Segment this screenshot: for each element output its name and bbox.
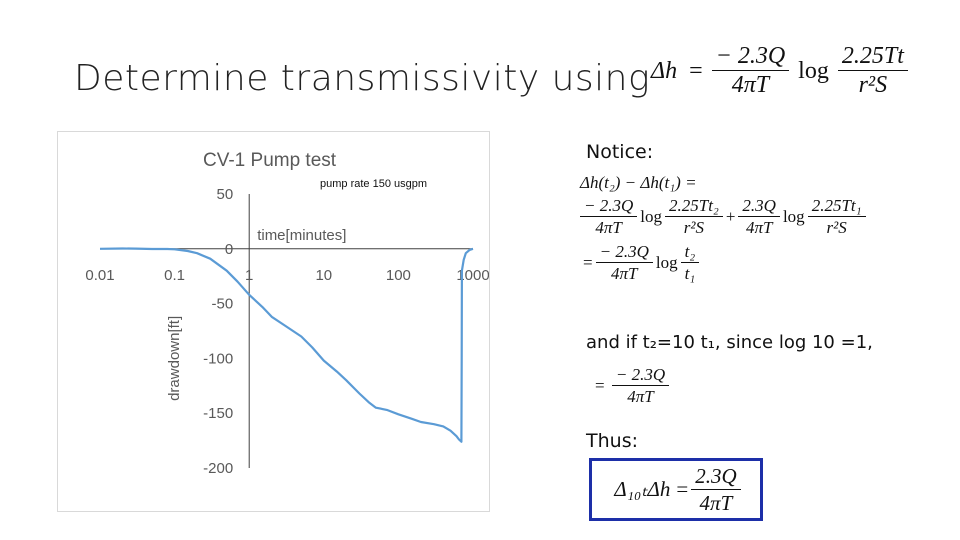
derivation-line-2: − 2.3Q 4πT log 2.25Tt₂ r²S + 2.3Q 4πT lo…: [580, 197, 866, 237]
y-tick-label: -200: [203, 460, 233, 477]
title-eq-log: log: [798, 57, 829, 84]
x-tick-label: 1000: [456, 267, 489, 284]
derivation-line-1: Δh(t₂) − Δh(t₁) =: [580, 173, 866, 193]
y-tick-label: -100: [203, 350, 233, 367]
chart-title: CV-1 Pump test: [203, 150, 337, 171]
deriv-num-b: 2.25Tt₂: [664, 197, 723, 217]
deriv-log-1: log: [640, 206, 662, 226]
derivation: Δh(t₂) − Δh(t₁) = − 2.3Q 4πT log 2.25Tt₂…: [580, 173, 866, 282]
deriv-frac-d: 2.25Tt₁ r²S: [807, 197, 866, 237]
deriv-num-c: 2.3Q: [738, 197, 780, 217]
andif-num: − 2.3Q: [611, 366, 670, 386]
deriv-l3-den: 4πT: [610, 263, 638, 283]
andif-den: 4πT: [627, 386, 654, 406]
title-eq-num2: 2.25Tt: [837, 43, 908, 72]
slide-title: Determine transmissivity using: [74, 58, 651, 99]
y-tick-label: -50: [212, 296, 234, 313]
title-eq-den2: r²S: [858, 72, 888, 99]
boxed-lhs: Δ₁₀ₜΔh: [614, 477, 671, 501]
title-eq-frac1: − 2.3Q 4πT: [711, 43, 790, 99]
deriv-num-d: 2.25Tt₁: [807, 197, 866, 217]
title-eq-den: 4πT: [731, 72, 770, 99]
notice-label: Notice:: [586, 141, 654, 163]
andif-equation: = − 2.3Q 4πT: [592, 366, 670, 406]
deriv-den-d: r²S: [826, 217, 847, 237]
boxed-equals: =: [676, 477, 689, 501]
deriv-den-a: 4πT: [595, 217, 622, 237]
derivation-line1-text: Δh(t₂) − Δh(t₁) =: [580, 173, 697, 192]
derivation-line-3: = − 2.3Q 4πT log t₂ t₁: [580, 242, 866, 283]
y-axis-label: drawdown[ft]: [166, 316, 183, 401]
x-tick-label: 10: [315, 267, 332, 284]
thus-label: Thus:: [586, 430, 638, 452]
boxed-result-equation: Δ₁₀ₜΔh = 2.3Q 4πT: [589, 458, 763, 521]
title-eq-equals: =: [689, 57, 703, 84]
chart-svg: CV-1 Pump test pump rate 150 usgpm 0.01 0.1…: [85, 150, 489, 477]
chart-subtitle: pump rate 150 usgpm: [320, 178, 427, 190]
x-tick-label: 0.01: [85, 267, 114, 284]
title-eq-lhs: Δh: [651, 57, 678, 84]
boxed-den: 4πT: [699, 490, 733, 515]
title-eq-frac2: 2.25Tt r²S: [837, 43, 908, 99]
pump-test-chart: CV-1 Pump test pump rate 150 usgpm 0.01 0.1…: [57, 131, 490, 512]
deriv-l3-frac2: t₂ t₁: [680, 242, 700, 283]
boxed-num: 2.3Q: [691, 465, 741, 490]
y-tick-label: 50: [217, 186, 234, 203]
deriv-den-c: 4πT: [745, 217, 773, 237]
drawdown-series-line: [99, 247, 474, 443]
andif-frac: − 2.3Q 4πT: [611, 366, 670, 406]
deriv-l3-num: − 2.3Q: [595, 242, 653, 263]
deriv-l3-num2: t₂: [680, 242, 700, 263]
deriv-l3-equals: =: [583, 252, 593, 272]
deriv-l3-frac1: − 2.3Q 4πT: [595, 242, 653, 283]
deriv-l3-den2: t₁: [684, 263, 696, 283]
deriv-frac-a: − 2.3Q 4πT: [580, 197, 638, 237]
deriv-den-b: r²S: [683, 217, 705, 237]
deriv-frac-b: 2.25Tt₂ r²S: [664, 197, 723, 237]
deriv-num-a: − 2.3Q: [580, 197, 638, 217]
deriv-frac-c: 2.3Q 4πT: [738, 197, 780, 237]
andif-text: and if t₂=10 t₁, since log 10 =1,: [586, 332, 873, 353]
y-tick-label: 0: [225, 241, 233, 258]
boxed-frac: 2.3Q 4πT: [691, 465, 741, 515]
x-tick-label: 0.1: [164, 267, 185, 284]
deriv-plus: +: [725, 206, 736, 226]
x-tick-label: 1: [245, 267, 253, 284]
deriv-l3-log: log: [655, 252, 678, 272]
deriv-log-2: log: [782, 206, 805, 226]
title-equation: Δh = − 2.3Q 4πT log 2.25Tt r²S: [648, 43, 908, 99]
andif-equals: =: [595, 375, 605, 395]
x-axis-label: time[minutes]: [257, 227, 346, 244]
x-tick-label: 100: [386, 267, 411, 284]
y-tick-label: -150: [203, 405, 233, 422]
title-eq-num: − 2.3Q: [711, 43, 790, 72]
